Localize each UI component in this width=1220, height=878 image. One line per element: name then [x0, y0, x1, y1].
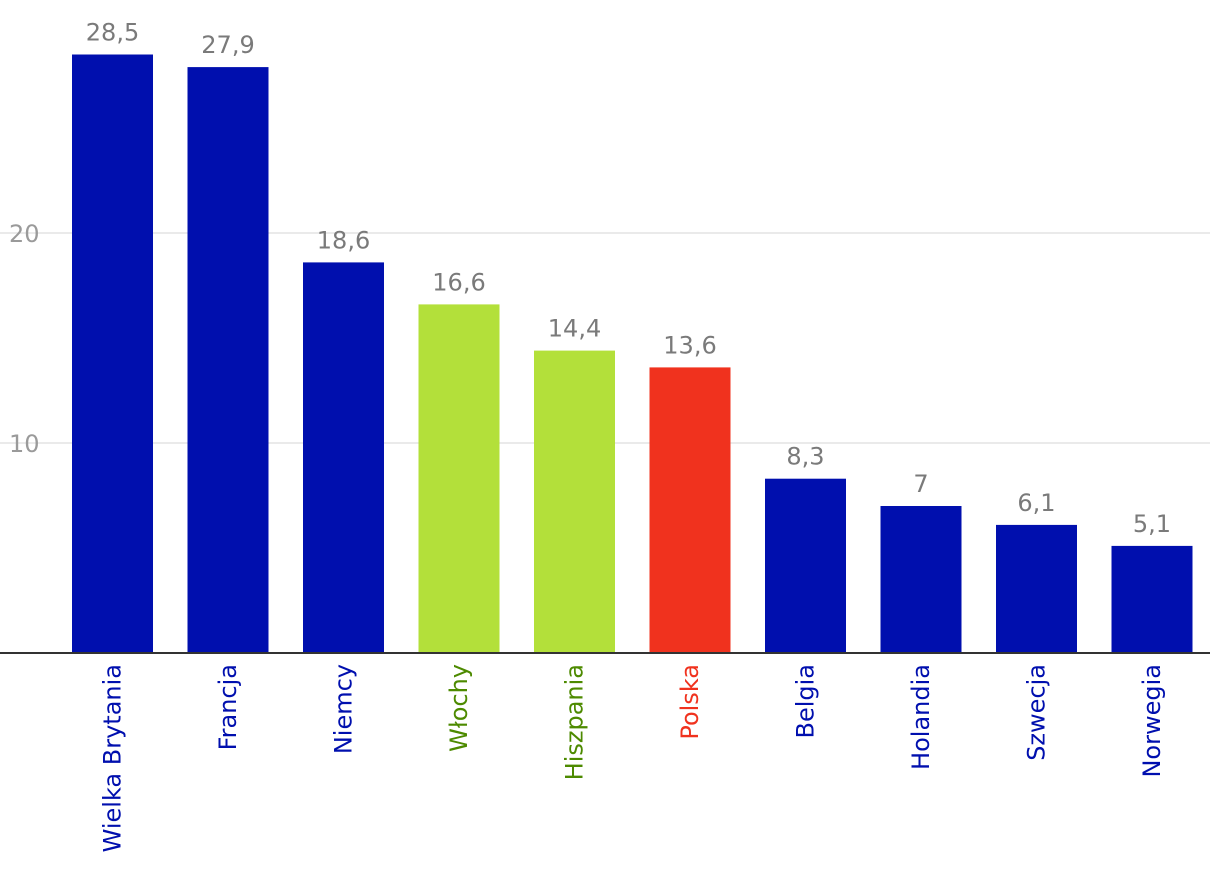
- bar: [534, 350, 615, 653]
- bar: [187, 67, 269, 654]
- x-category-label: Holandia: [907, 664, 935, 770]
- bar-value-label: 13,6: [663, 331, 716, 359]
- x-category-label: Polska: [676, 664, 704, 740]
- bar-value-label: 16,6: [432, 268, 485, 296]
- label-layer: 28,5 Wielka Brytania 27,9 Francja 18,6 Niemcy…: [86, 19, 1171, 853]
- x-category-label: Francja: [214, 664, 242, 750]
- bar-value-label: 14,4: [548, 315, 601, 343]
- y-tick-label: 10: [9, 430, 40, 458]
- bar: [1111, 545, 1193, 653]
- x-category-label: Hiszpania: [561, 664, 589, 780]
- x-category-label: Włochy: [445, 664, 473, 752]
- bar: [765, 478, 846, 653]
- bar-value-label: 8,3: [786, 443, 824, 471]
- bar-value-label: 27,9: [201, 31, 254, 59]
- bar-value-label: 7: [913, 470, 928, 498]
- x-category-label: Belgia: [792, 664, 820, 739]
- bar-value-label: 6,1: [1017, 489, 1055, 517]
- bar-value-label: 18,6: [317, 226, 370, 254]
- bar-layer: [72, 54, 1193, 654]
- bar: [418, 304, 500, 653]
- y-tick-label: 20: [9, 220, 40, 248]
- bar-value-label: 28,5: [86, 19, 139, 47]
- bar: [649, 367, 731, 653]
- bar: [303, 262, 384, 653]
- bar-value-label: 5,1: [1133, 510, 1171, 538]
- x-category-label: Wielka Brytania: [99, 664, 127, 852]
- x-category-label: Norwegia: [1138, 664, 1166, 778]
- bar: [880, 506, 962, 653]
- x-category-label: Szwecja: [1023, 664, 1051, 761]
- bar: [996, 524, 1077, 653]
- bar: [72, 54, 153, 653]
- x-category-label: Niemcy: [330, 664, 358, 754]
